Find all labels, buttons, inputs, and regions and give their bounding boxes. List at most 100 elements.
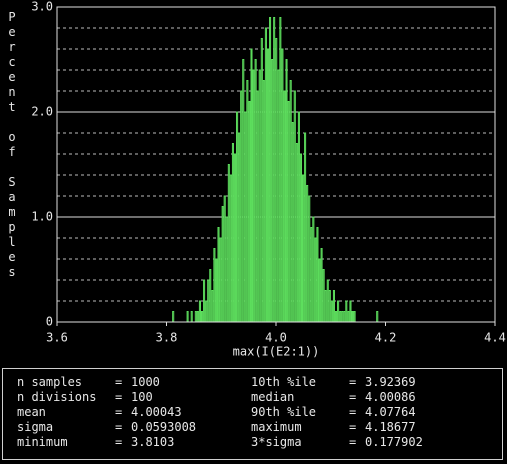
bar: [341, 311, 344, 323]
bar: [219, 237, 222, 323]
bar: [209, 269, 212, 323]
stat-value: 0.177902: [365, 435, 423, 449]
bar: [273, 17, 276, 323]
stat-value: 1000: [131, 375, 160, 389]
bar: [207, 279, 210, 323]
stat-separator: =: [349, 375, 357, 389]
bar: [339, 311, 342, 323]
bar: [302, 174, 305, 323]
bar: [186, 311, 189, 323]
y-tick-label: 0: [46, 315, 53, 329]
bar: [308, 195, 311, 323]
bar: [246, 80, 249, 323]
bar: [349, 300, 352, 323]
bar: [314, 237, 317, 323]
bar: [198, 300, 201, 323]
stat-value: 3.8103: [131, 435, 175, 449]
bar: [281, 48, 284, 323]
bar: [376, 311, 379, 323]
bar: [238, 132, 241, 323]
stat-value: 4.00043: [131, 405, 182, 419]
bar: [310, 227, 313, 323]
x-tick-label: 4.4: [484, 331, 506, 345]
bar: [275, 38, 278, 323]
bar: [295, 143, 298, 323]
x-axis-label: max(I(E2:1)): [233, 345, 320, 359]
bar: [297, 111, 300, 323]
bar: [200, 311, 204, 323]
bar: [291, 122, 294, 323]
bar: [215, 258, 218, 323]
bar: [316, 227, 319, 323]
stat-label: maximum: [251, 420, 302, 434]
y-tick-label: 1.0: [31, 210, 53, 224]
bar: [252, 69, 255, 323]
bar: [258, 69, 261, 323]
bar: [227, 164, 230, 323]
bar: [334, 311, 338, 323]
bar: [324, 290, 327, 323]
bar: [231, 143, 234, 323]
bar: [320, 248, 323, 323]
stat-separator: =: [115, 420, 123, 434]
bar: [289, 80, 292, 323]
stat-separator: =: [349, 435, 357, 449]
bar: [213, 248, 216, 323]
stat-value: 4.07764: [365, 405, 416, 419]
stat-value: 100: [131, 390, 153, 404]
bar: [236, 111, 239, 323]
stat-label: 3*sigma: [251, 435, 302, 449]
plot-frame: [56, 6, 496, 323]
bar: [221, 206, 224, 323]
y-axis-label: Percent of Samples: [5, 10, 19, 280]
bar: [304, 132, 307, 323]
bar: [299, 153, 303, 323]
bar: [353, 311, 356, 323]
bar: [285, 59, 288, 323]
stat-label: 90th %ile: [251, 405, 317, 419]
bar: [229, 174, 232, 323]
bar: [250, 48, 253, 323]
bar: [240, 90, 243, 323]
bar: [190, 311, 193, 323]
stat-separator: =: [115, 390, 123, 404]
bar: [306, 185, 309, 323]
chart: max(I(E2:1)) 0 1.0 2.0 3.0 3.6 3.8 4.0 4.2 4.4: [31, 0, 506, 359]
bar: [347, 311, 350, 323]
bar: [260, 38, 263, 323]
bar: [293, 90, 296, 323]
y-tick-label: 2.0: [31, 105, 53, 119]
bar: [337, 300, 340, 323]
bar: [345, 300, 348, 323]
stat-separator: =: [349, 420, 357, 434]
bar: [194, 311, 197, 323]
bar: [256, 90, 259, 323]
bar: [242, 59, 245, 323]
bar: [196, 311, 199, 323]
bar: [264, 27, 267, 323]
stat-value: 3.92369: [365, 375, 416, 389]
bar: [271, 59, 274, 323]
bar: [351, 311, 354, 323]
stat-label: median: [251, 390, 295, 404]
bar: [332, 290, 335, 323]
bar: [326, 279, 329, 323]
x-tick-label: 4.0: [265, 331, 287, 345]
stat-label: 10th %ile: [251, 375, 317, 389]
x-tick-label: 3.6: [46, 331, 68, 345]
stat-label: minimum: [17, 435, 68, 449]
bar: [328, 290, 331, 323]
bar: [269, 17, 272, 323]
bar: [244, 111, 247, 323]
bar: [330, 300, 333, 323]
bar: [225, 216, 228, 323]
bar: [283, 90, 286, 323]
bar: [266, 48, 270, 323]
stat-separator: =: [349, 405, 357, 419]
y-tick-label: 3.0: [31, 0, 53, 14]
bar: [322, 269, 325, 323]
bar: [277, 69, 280, 323]
bar: [248, 101, 251, 323]
bar: [279, 17, 282, 323]
